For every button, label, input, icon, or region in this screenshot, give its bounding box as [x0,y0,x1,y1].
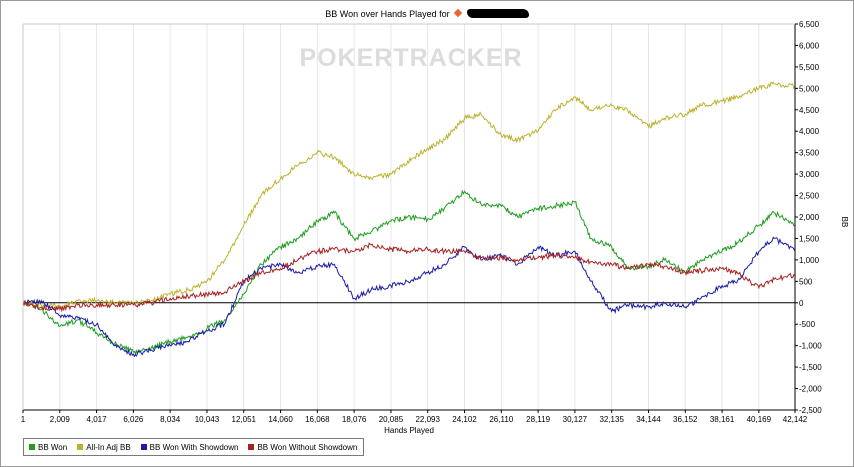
y-tick-label: 3,000 [799,170,820,179]
y-tick-label: -1,500 [799,363,822,372]
x-tick-label: 1 [21,415,26,424]
legend-label: All-In Adj BB [86,442,131,452]
series-line-1 [22,81,796,311]
x-tick-label: 6,026 [123,415,144,424]
x-tick-label: 12,051 [232,415,257,424]
x-tick-label: 34,144 [636,415,661,424]
series-lines [22,81,796,358]
x-tick-label: 20,085 [379,415,404,424]
y-tick-label: -1,000 [799,342,822,351]
redacted-player-name [466,9,529,18]
y-tick-label: 4,000 [799,127,820,136]
x-tick-label: 38,161 [710,415,735,424]
y-tick-label: -2,500 [799,406,822,415]
x-tick-label: 22,093 [415,415,440,424]
legend-item: BB Won Without Showdown [248,443,357,452]
chart-title: BB Won over Hands Played for [0,8,854,19]
x-tick-label: 14,060 [268,415,293,424]
x-tick-label: 26,110 [489,415,513,424]
y-tick-label: 4,500 [799,106,820,115]
y-tick-label: 6,000 [799,41,820,50]
y-tick-label: 6,500 [799,20,820,29]
y-tick-label: 1,500 [799,234,820,243]
x-tick-label: 2,009 [50,415,71,424]
x-tick-label: 30,127 [563,415,588,424]
x-axis-label: Hands Played [384,426,434,435]
chart-title-text: BB Won over Hands Played for [325,9,450,19]
legend-swatch [29,444,35,450]
legend-swatch [77,444,84,450]
x-tick-label: 32,135 [599,415,624,424]
x-tick-label: 4,017 [87,415,108,424]
watermark: POKERTRACKER [299,44,522,72]
legend-label: BB Won [38,442,68,452]
series-line-0 [22,189,795,356]
y-axis-label: BB [840,217,849,228]
y-tick-label: 5,500 [799,63,820,72]
legend-label: BB Won With Showdown [149,442,239,452]
legend-item: BB Won With Showdown [140,442,239,452]
y-tick-label: 0 [799,299,804,308]
legend-label: BB Won Without Showdown [257,442,358,452]
series-line-3 [22,242,796,313]
y-tick-label: 3,500 [799,149,820,158]
x-tick-label: 36,152 [673,415,698,424]
x-tick-label: 8,034 [160,415,181,424]
x-tick-label: 16,068 [305,415,330,424]
legend-swatch [140,444,147,450]
y-tick-label: 500 [799,277,813,286]
x-tick-label: 10,043 [195,415,220,424]
x-tick-label: 40,169 [747,415,772,424]
x-tick-label: 42,142 [783,415,808,424]
legend: BB Won All-In Adj BB BB Won With Showdown B… [23,438,365,456]
x-tick-label: 24,102 [452,415,477,424]
y-tick-label: 2,500 [799,192,820,201]
grid [22,24,796,410]
axes: 1 2,009 4,017 6,026 8,034 10,043 12,051 14,060 1… [21,20,822,424]
series-line-2 [22,236,796,358]
legend-item: BB Won [29,443,67,452]
y-tick-label: 5,000 [799,84,820,93]
x-tick-label: 18,076 [342,415,367,424]
y-tick-label: 1,000 [799,256,820,265]
legend-item: All-In Adj BB [77,442,131,452]
x-tick-label: 28,119 [526,415,550,424]
y-tick-label: -500 [799,320,816,329]
y-tick-label: 2,000 [799,213,820,222]
y-tick-label: -2,000 [799,385,822,394]
legend-swatch [248,444,255,450]
